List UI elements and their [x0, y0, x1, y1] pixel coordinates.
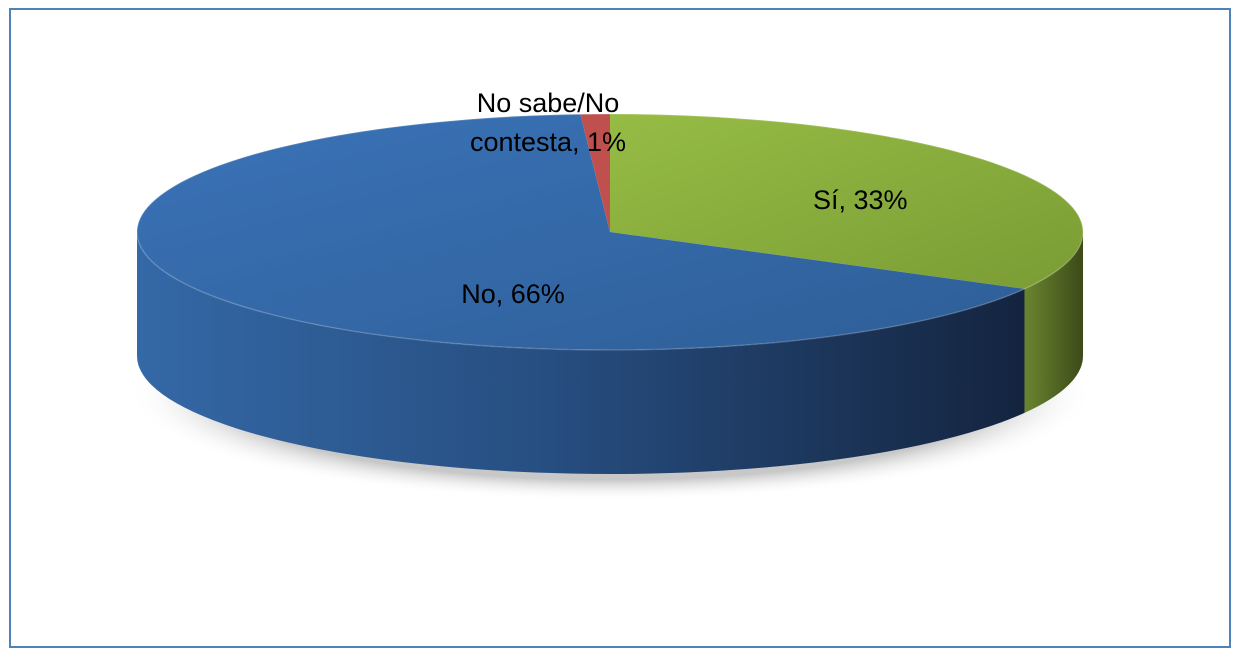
pie-side-1: [137, 232, 1025, 474]
pie-slice-0: [610, 114, 1083, 289]
slice-label-si: Sí, 33%: [813, 185, 908, 215]
pie-side-layer: [137, 232, 1083, 474]
pie-slice-2: [580, 114, 610, 232]
pie-top-layer: [136, 113, 1084, 351]
pie-side-0: [1024, 232, 1083, 413]
chart-frame: Sí, 33% No, 66% No sabe/No contesta, 1%: [9, 8, 1231, 648]
slice-label-nsnc-line1: No sabe/No: [477, 88, 620, 118]
slice-label-no: No, 66%: [461, 279, 565, 309]
pie-chart: Sí, 33% No, 66% No sabe/No contesta, 1%: [129, 88, 1093, 501]
slice-label-nsnc-line2: contesta, 1%: [470, 127, 626, 157]
pie-slice-1: [137, 114, 1025, 351]
pie-rim: [136, 113, 1084, 351]
